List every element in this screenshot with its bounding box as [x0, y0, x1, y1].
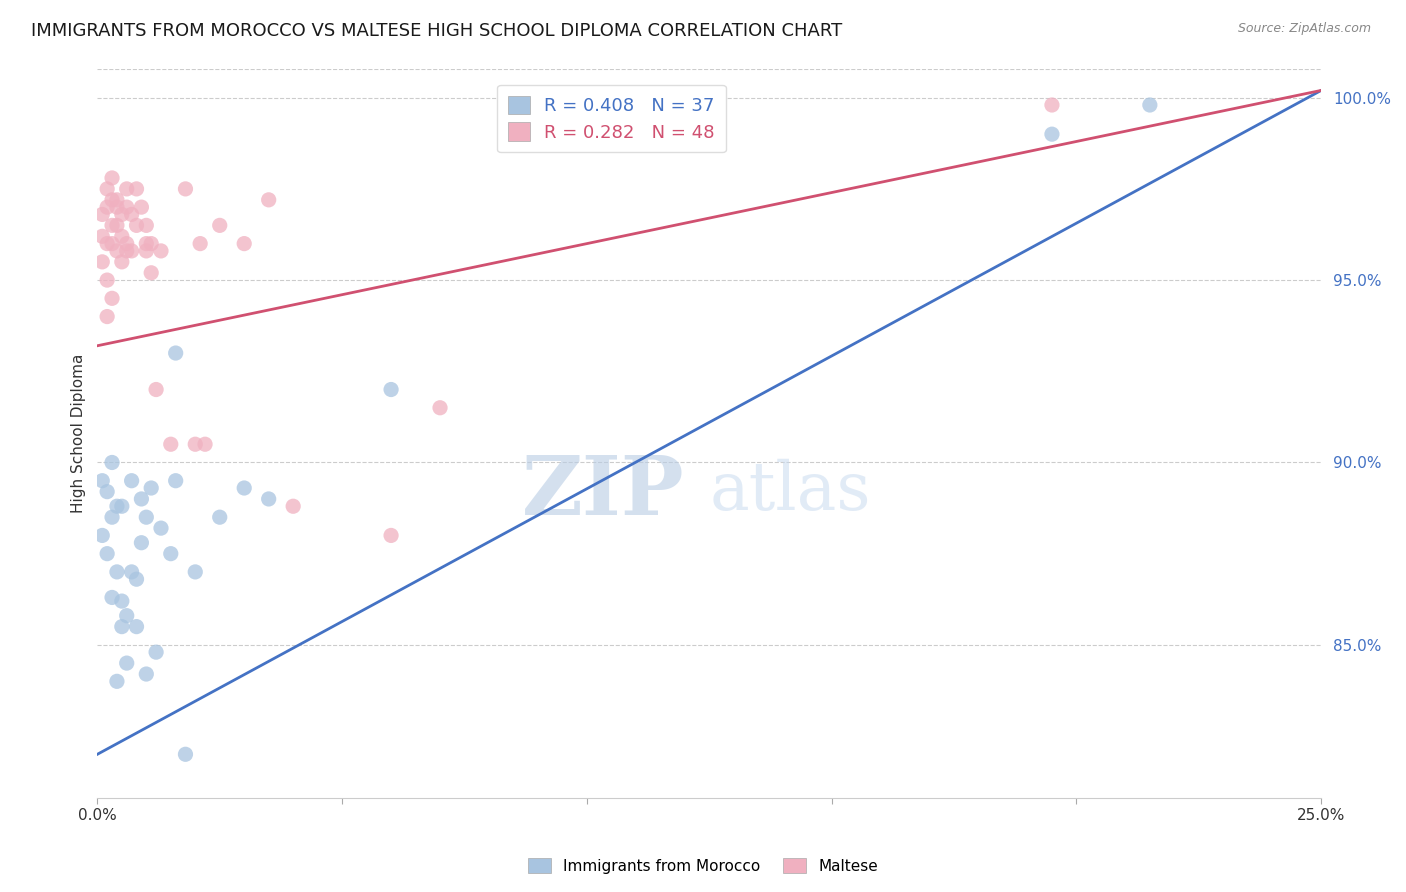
Point: [91, 255, 114, 269]
Point: [184, 565, 207, 579]
Point: [125, 619, 148, 633]
Point: [121, 207, 143, 221]
Point: [91, 207, 114, 221]
Point: [96, 484, 118, 499]
Point: [96, 200, 118, 214]
Point: [111, 255, 134, 269]
Point: [145, 383, 167, 397]
Point: [105, 565, 128, 579]
Point: [135, 667, 157, 681]
Point: [141, 266, 163, 280]
Point: [150, 244, 173, 258]
Point: [96, 182, 118, 196]
Point: [131, 200, 153, 214]
Point: [101, 591, 124, 605]
Point: [429, 401, 451, 415]
Point: [145, 645, 167, 659]
Point: [135, 219, 157, 233]
Text: ZIP: ZIP: [522, 451, 685, 532]
Point: [111, 500, 134, 514]
Point: [208, 219, 231, 233]
Point: [101, 291, 124, 305]
Point: [96, 273, 118, 287]
Point: [159, 547, 181, 561]
Point: [1139, 98, 1161, 112]
Point: [111, 207, 134, 221]
Point: [141, 481, 163, 495]
Point: [105, 193, 128, 207]
Point: [165, 474, 187, 488]
Point: [174, 747, 197, 762]
Point: [165, 346, 187, 360]
Point: [115, 244, 138, 258]
Point: [135, 510, 157, 524]
Point: [1040, 127, 1063, 141]
Point: [141, 236, 163, 251]
Point: [135, 244, 157, 258]
Point: [91, 474, 114, 488]
Point: [121, 565, 143, 579]
Point: [105, 500, 128, 514]
Point: [194, 437, 217, 451]
Text: atlas: atlas: [709, 459, 870, 524]
Point: [111, 229, 134, 244]
Point: [121, 244, 143, 258]
Text: Source: ZipAtlas.com: Source: ZipAtlas.com: [1237, 22, 1371, 36]
Point: [101, 455, 124, 469]
Point: [115, 182, 138, 196]
Point: [101, 236, 124, 251]
Legend: Immigrants from Morocco, Maltese: Immigrants from Morocco, Maltese: [522, 852, 884, 880]
Point: [111, 594, 134, 608]
Point: [125, 182, 148, 196]
Point: [96, 547, 118, 561]
Point: [115, 656, 138, 670]
Point: [131, 491, 153, 506]
Point: [96, 310, 118, 324]
Text: IMMIGRANTS FROM MOROCCO VS MALTESE HIGH SCHOOL DIPLOMA CORRELATION CHART: IMMIGRANTS FROM MOROCCO VS MALTESE HIGH …: [31, 22, 842, 40]
Legend: R = 0.408   N = 37, R = 0.282   N = 48: R = 0.408 N = 37, R = 0.282 N = 48: [498, 85, 725, 153]
Point: [101, 510, 124, 524]
Point: [115, 236, 138, 251]
Point: [96, 236, 118, 251]
Point: [184, 437, 207, 451]
Point: [105, 244, 128, 258]
Point: [1040, 98, 1063, 112]
Point: [101, 219, 124, 233]
Point: [208, 510, 231, 524]
Point: [150, 521, 173, 535]
Point: [121, 474, 143, 488]
Point: [188, 236, 211, 251]
Point: [135, 236, 157, 251]
Point: [257, 491, 280, 506]
Point: [283, 500, 305, 514]
Point: [111, 619, 134, 633]
Point: [91, 528, 114, 542]
Point: [233, 236, 256, 251]
Point: [91, 229, 114, 244]
Point: [101, 193, 124, 207]
Point: [115, 608, 138, 623]
Point: [125, 219, 148, 233]
Point: [105, 219, 128, 233]
Point: [174, 182, 197, 196]
Point: [233, 481, 256, 495]
Point: [159, 437, 181, 451]
Point: [105, 200, 128, 214]
Point: [105, 674, 128, 689]
Point: [257, 193, 280, 207]
Y-axis label: High School Diploma: High School Diploma: [72, 353, 86, 513]
Point: [125, 572, 148, 586]
Point: [101, 170, 124, 185]
Point: [115, 200, 138, 214]
Point: [131, 535, 153, 549]
Point: [380, 383, 402, 397]
Point: [380, 528, 402, 542]
